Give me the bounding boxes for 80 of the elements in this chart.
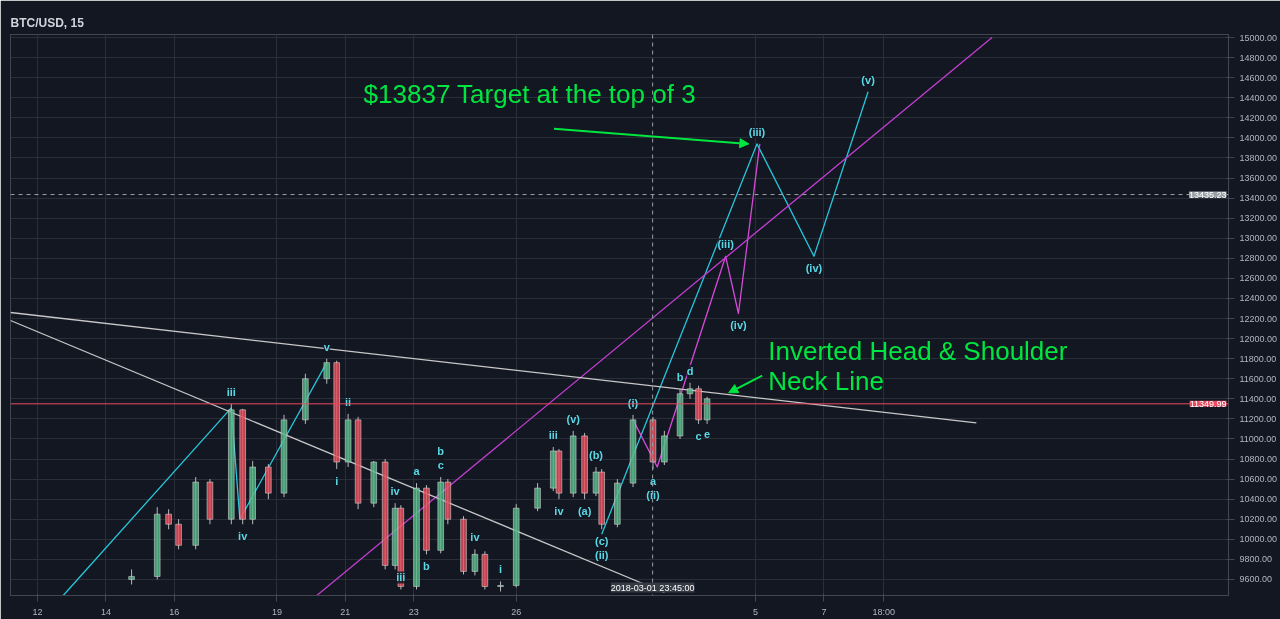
y-tick-label: 10400.00: [1239, 494, 1278, 505]
y-tick-label: 14000.00: [1239, 132, 1278, 143]
annotation: (ii): [646, 489, 661, 502]
y-tick-label: 14200.00: [1239, 112, 1278, 123]
annotation: (iii): [748, 125, 766, 138]
annotation: iv: [390, 485, 401, 498]
y-tick-label: 15000.00: [1239, 32, 1278, 43]
annotation: a: [413, 465, 421, 478]
x-tick-label: 26: [511, 606, 522, 617]
x-tick-label: 19: [271, 606, 282, 617]
annotation: (c): [594, 535, 609, 548]
x-tick-label: 18:00: [872, 606, 896, 617]
annotation: iii: [396, 571, 406, 584]
y-tick-label: 10800.00: [1239, 454, 1278, 465]
y-tick-label: 10200.00: [1239, 514, 1278, 525]
annotation: b: [423, 560, 431, 573]
y-tick-label: 9600.00: [1239, 574, 1273, 585]
annotation: (a): [577, 505, 592, 518]
y-tick-label: 12400.00: [1239, 293, 1278, 304]
x-tick-label: 21: [340, 606, 351, 617]
annotation: c: [437, 459, 444, 472]
y-tick-label: 11400.00: [1239, 393, 1277, 404]
annotation: (ii): [594, 549, 609, 562]
annotation: iv: [554, 505, 565, 518]
ref-line-label: 11349.99: [1189, 398, 1227, 409]
annotation: (b): [588, 449, 604, 462]
annotation: iii: [226, 385, 236, 398]
candlestick: [175, 518, 182, 550]
annotation: (iii): [717, 238, 735, 251]
y-tick-label: 10000.00: [1239, 534, 1278, 545]
y-tick-label: 13600.00: [1239, 173, 1278, 184]
annotation: (v): [566, 412, 581, 425]
candlestick: [703, 396, 711, 425]
candlestick: [534, 482, 541, 512]
annotation: (iv): [730, 319, 748, 332]
y-tick-label: 12800.00: [1239, 253, 1278, 264]
y-tick-label: 9800.00: [1239, 554, 1273, 565]
candlestick: [323, 358, 330, 385]
annotation: e: [704, 427, 711, 440]
annotation: b: [676, 370, 684, 383]
y-tick-label: 12000.00: [1239, 333, 1278, 344]
annotation: d: [686, 364, 694, 377]
y-tick-label: 13400.00: [1239, 193, 1278, 204]
x-tick-label: 7: [821, 606, 827, 617]
annotation: b: [437, 445, 445, 458]
chart-title: BTC/USD, 15: [10, 15, 85, 30]
x-tick-label: 5: [753, 606, 759, 617]
annotation: $13837 Target at the top of 3: [363, 78, 696, 109]
candlestick: [471, 548, 479, 576]
annotation: (iv): [805, 262, 823, 275]
annotation: i: [335, 475, 339, 488]
y-tick-label: 14400.00: [1239, 92, 1278, 103]
y-tick-label: 14800.00: [1239, 52, 1278, 63]
annotation: (v): [861, 73, 876, 86]
annotation: i: [499, 563, 503, 576]
y-tick-label: 10600.00: [1239, 474, 1278, 485]
x-tick-label: 16: [169, 606, 180, 617]
y-tick-label: 11000.00: [1239, 433, 1277, 444]
x-tick-label: 14: [100, 606, 111, 617]
candlestick: [165, 508, 172, 530]
ref-line-label: 2018-03-01 23:45:00: [610, 582, 695, 593]
y-tick-label: 13200.00: [1239, 213, 1278, 224]
y-tick-label: 13800.00: [1239, 152, 1278, 163]
x-tick-label: 23: [408, 606, 419, 617]
y-tick-label: 11600.00: [1239, 373, 1277, 384]
annotation: Inverted Head & Shoulder Neck Line: [768, 335, 1068, 396]
y-tick-label: 12600.00: [1239, 273, 1278, 284]
annotation: v: [323, 340, 331, 353]
annotation: a: [649, 475, 657, 488]
annotation: iv: [470, 531, 481, 544]
y-tick-label: 11800.00: [1239, 353, 1277, 364]
ref-line-label: 13435.23: [1188, 189, 1227, 200]
annotation: iv: [238, 530, 249, 543]
y-tick-label: 13000.00: [1239, 233, 1278, 244]
annotation: c: [695, 429, 702, 442]
y-tick-label: 11200.00: [1239, 413, 1277, 424]
y-tick-label: 14600.00: [1239, 72, 1278, 83]
y-tick-label: 12200.00: [1239, 313, 1278, 324]
annotation: iii: [548, 428, 558, 441]
x-tick-label: 12: [32, 606, 43, 617]
